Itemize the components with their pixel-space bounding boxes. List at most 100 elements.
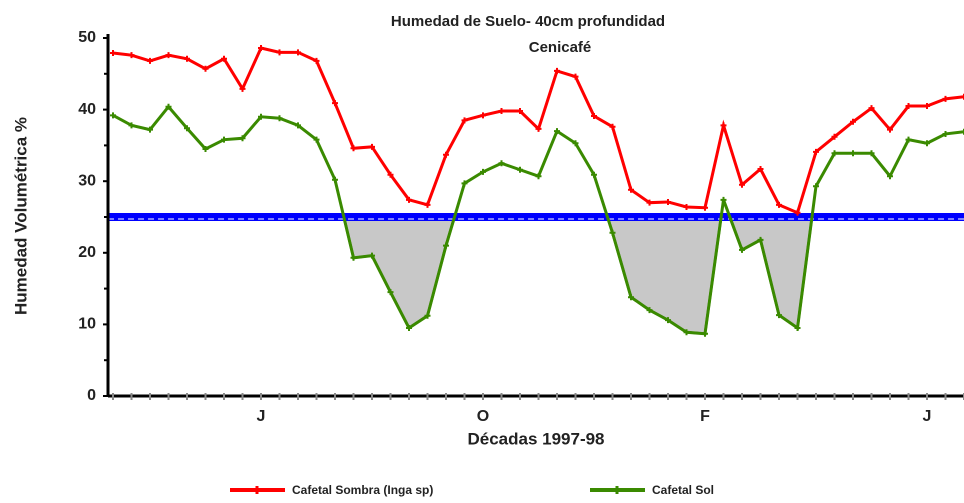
data-point — [702, 330, 708, 337]
data-point — [165, 52, 172, 59]
data-point — [628, 294, 634, 301]
data-point — [387, 289, 394, 296]
data-point — [202, 65, 209, 72]
data-point — [350, 254, 357, 261]
x-axis-label: Décadas 1997-98 — [467, 429, 604, 448]
x-tick-label: O — [477, 408, 489, 425]
data-point — [720, 196, 727, 203]
data-point — [369, 252, 375, 259]
data-point — [276, 49, 283, 56]
data-point — [406, 324, 412, 331]
data-point — [147, 126, 153, 133]
data-point — [683, 203, 690, 210]
data-point — [424, 312, 431, 319]
data-point — [350, 145, 357, 152]
data-point — [572, 140, 579, 147]
data-point — [443, 151, 449, 158]
data-point — [942, 95, 949, 102]
data-point — [813, 183, 819, 190]
data-point — [295, 122, 301, 129]
data-point — [110, 112, 116, 119]
data-point — [924, 103, 930, 110]
data-point — [202, 145, 209, 152]
data-point — [905, 136, 912, 143]
data-point — [424, 201, 431, 208]
data-point — [295, 49, 301, 56]
data-point — [554, 67, 560, 74]
data-point — [572, 73, 579, 80]
data-point — [498, 160, 505, 167]
data-point — [184, 55, 190, 62]
data-point — [868, 105, 875, 112]
data-point — [739, 181, 745, 188]
data-point — [461, 180, 468, 187]
data-point — [646, 199, 653, 206]
data-point — [683, 329, 690, 336]
data-point — [776, 201, 782, 208]
data-point — [794, 324, 801, 331]
data-point — [554, 128, 560, 135]
data-point — [535, 125, 542, 132]
data-point — [258, 113, 264, 120]
data-point — [646, 307, 653, 314]
data-point — [868, 150, 875, 157]
data-point — [221, 55, 227, 62]
y-axis-label: Humedad Volumétrica % — [11, 117, 30, 315]
legend-label: Cafetal Sombra (Inga sp) — [292, 483, 433, 497]
data-point — [628, 186, 634, 193]
data-point — [961, 128, 964, 135]
data-point — [239, 135, 246, 142]
data-point — [498, 108, 505, 115]
data-point — [165, 103, 172, 110]
data-point — [831, 150, 838, 157]
data-point — [406, 196, 412, 203]
data-point — [831, 133, 838, 140]
data-point — [461, 117, 468, 124]
data-point — [813, 148, 819, 155]
data-point — [480, 168, 486, 175]
data-point — [591, 113, 597, 120]
y-tick-label: 20 — [78, 244, 96, 261]
x-tick-label: J — [257, 408, 266, 425]
data-point — [184, 125, 190, 132]
data-point — [517, 108, 523, 115]
x-tick-label: F — [700, 408, 710, 425]
data-point — [332, 176, 338, 183]
data-point — [332, 100, 338, 107]
chart-subtitle: Cenicafé — [529, 39, 592, 56]
data-point — [591, 171, 597, 178]
data-point — [110, 50, 116, 57]
data-point — [535, 173, 542, 180]
legend-label: Cafetal Sol — [652, 483, 714, 497]
data-point — [961, 93, 964, 100]
y-tick-label: 10 — [78, 316, 96, 333]
data-point — [887, 126, 893, 133]
data-point — [313, 57, 320, 64]
data-point — [665, 198, 671, 205]
data-point — [258, 45, 264, 52]
data-point — [480, 112, 486, 119]
data-point — [609, 123, 616, 130]
data-point — [665, 317, 671, 324]
x-tick-label: J — [923, 408, 932, 425]
data-point — [609, 229, 616, 236]
data-point — [128, 52, 135, 59]
data-point — [720, 122, 727, 129]
data-point — [128, 122, 135, 129]
data-point — [905, 103, 912, 110]
data-point — [850, 150, 856, 157]
data-point — [443, 242, 449, 249]
data-point — [221, 136, 227, 143]
data-point — [739, 246, 745, 253]
data-point — [924, 140, 930, 147]
data-point — [313, 136, 320, 143]
data-point — [942, 130, 949, 137]
data-point — [517, 166, 523, 173]
data-point — [757, 236, 764, 243]
data-point — [276, 115, 283, 122]
chart-title: Humedad de Suelo- 40cm profundidad — [391, 13, 665, 30]
data-point — [757, 166, 764, 173]
data-point — [147, 57, 153, 64]
data-point — [776, 312, 782, 319]
